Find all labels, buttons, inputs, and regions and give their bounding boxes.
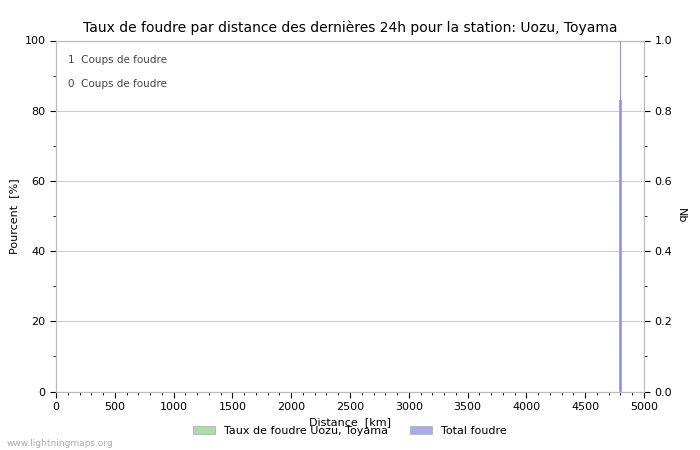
Legend: Taux de foudre Uozu, Toyama, Total foudre: Taux de foudre Uozu, Toyama, Total foudr… <box>188 421 512 440</box>
Title: Taux de foudre par distance des dernières 24h pour la station: Uozu, Toyama: Taux de foudre par distance des dernière… <box>83 21 617 35</box>
Text: www.lightningmaps.org: www.lightningmaps.org <box>7 439 113 448</box>
Y-axis label: Nb: Nb <box>676 208 686 224</box>
Y-axis label: Pourcent  [%]: Pourcent [%] <box>9 178 19 254</box>
Text: 0  Coups de foudre: 0 Coups de foudre <box>68 79 167 89</box>
X-axis label: Distance  [km]: Distance [km] <box>309 418 391 428</box>
Bar <box>619 100 622 392</box>
Text: 1  Coups de foudre: 1 Coups de foudre <box>68 54 167 64</box>
